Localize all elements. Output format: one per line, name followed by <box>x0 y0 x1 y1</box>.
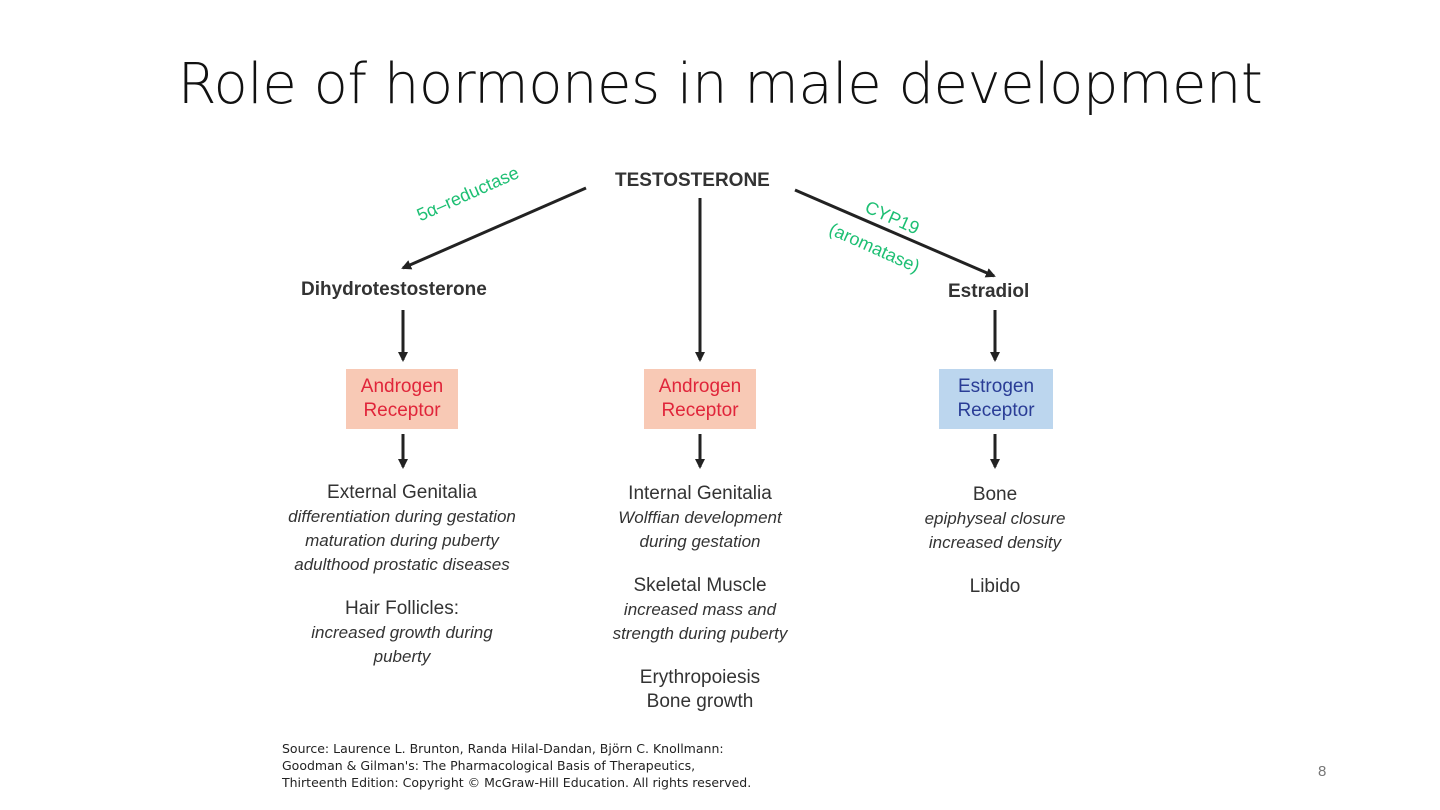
source-line: Thirteenth Edition: Copyright © McGraw-H… <box>282 775 752 790</box>
receptor-label-line2: Receptor <box>363 400 441 421</box>
page-number: 8 <box>1318 763 1327 780</box>
effect-detail: strength during puberty <box>612 624 788 643</box>
effect-heading: Bone <box>972 484 1018 505</box>
effect-heading: Hair Follicles: <box>344 598 460 619</box>
effects-right: Bone epiphyseal closure increased densit… <box>835 483 1155 599</box>
source-line: Source: Laurence L. Brunton, Randa Hilal… <box>282 741 724 756</box>
androgen-receptor-center: Androgen Receptor <box>644 369 756 429</box>
arrow-to-dht <box>401 186 587 270</box>
effect-detail: increased mass and <box>623 600 777 619</box>
receptor-label-line2: Receptor <box>661 400 739 421</box>
receptor-label-line1: Estrogen <box>957 376 1035 397</box>
effect-heading: Internal Genitalia <box>628 483 772 504</box>
effects-left: External Genitalia differentiation durin… <box>242 481 562 669</box>
effect-detail: maturation during puberty <box>305 531 499 550</box>
arrow-to-estradiol <box>794 188 996 278</box>
receptor-label-line2: Receptor <box>957 400 1035 421</box>
effect-heading: Bone growth <box>646 691 754 712</box>
slide-title: Role of hormones in male development <box>177 52 1263 117</box>
receptor-label-line1: Androgen <box>658 376 742 397</box>
effect-detail: increased growth during <box>311 623 493 642</box>
effects-center: Internal Genitalia Wolffian development … <box>540 482 860 714</box>
effect-detail: differentiation during gestation <box>288 507 516 526</box>
node-testosterone: TESTOSTERONE <box>615 170 770 191</box>
effect-detail: puberty <box>373 647 431 666</box>
effect-heading: External Genitalia <box>327 482 477 503</box>
node-dihydrotestosterone: Dihydrotestosterone <box>301 279 487 300</box>
node-estradiol: Estradiol <box>948 281 1030 302</box>
estrogen-receptor-right: Estrogen Receptor <box>939 369 1053 429</box>
effect-detail: during gestation <box>639 532 761 551</box>
effect-detail: Wolffian development <box>618 508 782 527</box>
source-line: Goodman & Gilman's: The Pharmacological … <box>282 758 696 773</box>
androgen-receptor-left: Androgen Receptor <box>346 369 458 429</box>
effect-detail: adulthood prostatic diseases <box>294 555 510 574</box>
effect-heading: Skeletal Muscle <box>633 575 767 596</box>
effect-heading: Libido <box>969 576 1021 597</box>
effect-detail: increased density <box>928 533 1062 552</box>
effect-detail: epiphyseal closure <box>924 509 1066 528</box>
receptor-label-line1: Androgen <box>360 376 444 397</box>
effect-heading: Erythropoiesis <box>639 667 761 688</box>
source-citation: Source: Laurence L. Brunton, Randa Hilal… <box>282 740 751 791</box>
